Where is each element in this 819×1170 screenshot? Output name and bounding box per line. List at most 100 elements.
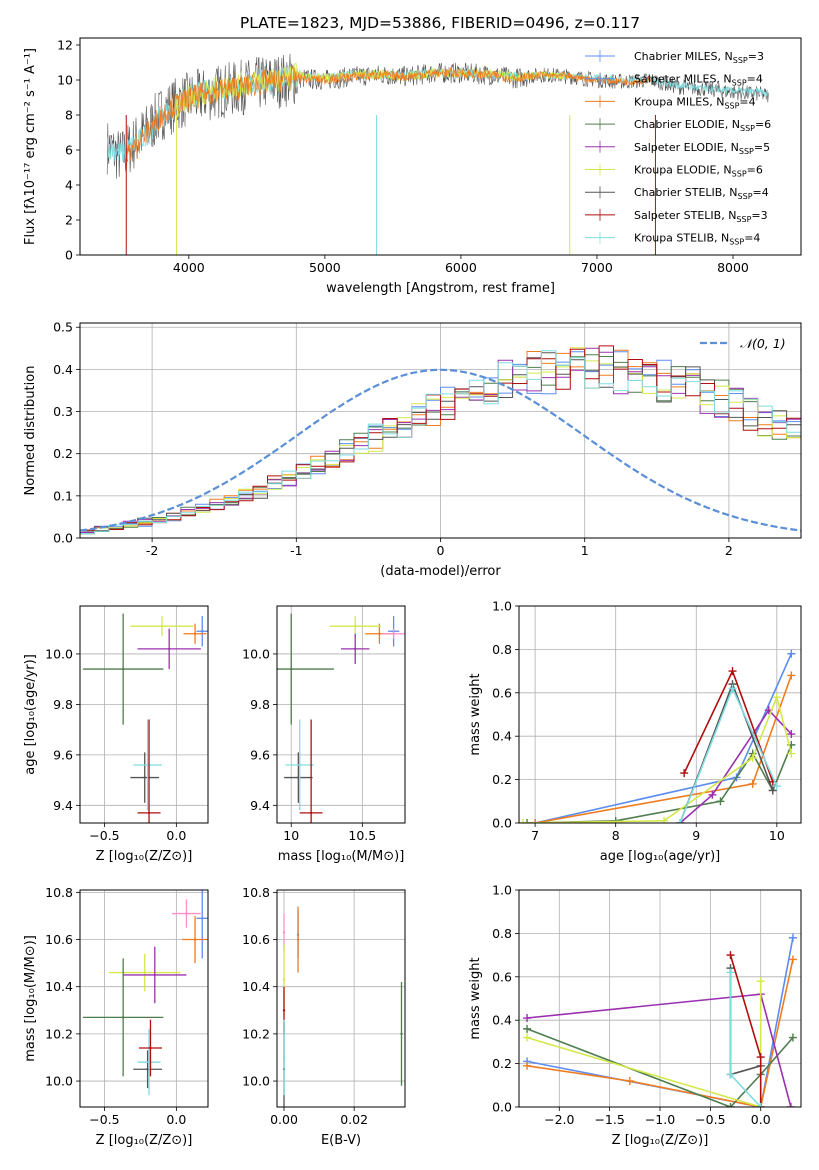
weight_vs_age-marker-chabrier_elodie <box>716 797 725 806</box>
mass_vs_z-ytick-label: 10.6 <box>45 932 73 947</box>
weight_vs_z-marker-salpeter_elodie <box>523 1014 532 1023</box>
residuals-xtick-label: 2 <box>725 543 733 558</box>
weight_vs_z-xtick-label: −2.0 <box>544 1112 574 1127</box>
mass_vs_z-point-kroupa_elodie <box>143 971 146 974</box>
legend-label-chabrier_miles: Chabrier MILES, NSSP=3 <box>634 50 764 65</box>
mass_vs_ebv-frame <box>276 889 406 1108</box>
weight_vs_age-ytick-label: 0.0 <box>492 816 512 831</box>
age_vs_z-plot-area <box>82 613 208 823</box>
weight_vs_age-frame <box>518 605 802 824</box>
spectrum-xlabel: wavelength [Angstrom, rest frame] <box>326 281 555 296</box>
age_vs_z-frame <box>79 605 209 824</box>
weight_vs_z-marker-chabrier_elodie <box>523 1024 532 1033</box>
mass_vs_z-point-chabrier_miles <box>201 917 204 920</box>
age_vs_z-ytick-label: 9.4 <box>53 798 73 813</box>
age_vs_z-point-kroupa_stelib <box>146 763 149 767</box>
residuals-ytick-label: 0.3 <box>53 404 73 419</box>
weight_vs_age-ytick-label: 0.4 <box>492 729 512 744</box>
residuals-frame <box>79 322 802 539</box>
spectrum-line-kroupa_miles <box>125 66 652 170</box>
weight_vs_z-marker-kroupa_elodie <box>756 977 765 986</box>
mass_vs_ebv-panel: 0.00 0.02 10.0 10.2 10.4 10.6 10.8 E(B-V) <box>242 885 406 1148</box>
weight_vs_age-marker-kroupa_elodie <box>787 749 796 758</box>
mass_vs_z-frame <box>79 889 209 1108</box>
spectrum-frame <box>79 37 802 256</box>
mass_vs_z-xtick-label: −0.5 <box>89 1112 119 1127</box>
mass_vs_z-ytick-label: 10.8 <box>45 885 73 900</box>
age_vs_mass-point-salpeter_elodie <box>354 647 357 651</box>
age_vs_mass-point-pink <box>392 632 395 635</box>
spectrum-xtick-label: 8000 <box>717 260 749 275</box>
spectrum-legend: Chabrier MILES, NSSP=3 Salpeter MILES, NS… <box>585 50 771 247</box>
weight_vs_z-xtick-label: −1.5 <box>594 1112 624 1127</box>
residuals-panel: -2 -1 0 1 2 0.0 0.1 0.2 0.3 0.4 0.5 (data-model)/er… <box>23 320 802 579</box>
spectrum-panel: 4000 5000 6000 7000 8000 0 2 4 6 8 10 12 wavelength … <box>23 37 802 296</box>
mass_vs_ebv-ytick-label: 10.6 <box>242 932 270 947</box>
histogram-kroupa_miles <box>80 349 801 532</box>
histogram-kroupa_elodie <box>80 347 801 532</box>
weight_vs_age-marker-kroupa_miles <box>531 819 540 823</box>
age_vs_mass-xtick-label: 10.5 <box>348 828 376 843</box>
residuals-xtick-label: 0 <box>437 543 445 558</box>
mass_vs_z-point-salpeter_stelib <box>149 1046 152 1050</box>
weight_vs_z-xtick-label: −0.5 <box>695 1112 725 1127</box>
mass_vs_z-ylabel: mass [log₁₀(M/M⊙)] <box>23 935 38 1062</box>
weight_vs_z-marker-kroupa_miles <box>625 1076 634 1085</box>
age_vs_mass-point-chabrier_elodie <box>290 667 293 671</box>
age_vs_mass-ytick-label: 10.0 <box>242 646 270 661</box>
mass_vs_z-panel: −0.5 0.0 10.0 10.2 10.4 10.6 10.8 Z [log₁₀(Z/Z⊙… <box>23 885 209 1148</box>
age_vs_mass-plot-area <box>277 613 405 823</box>
age_vs_mass-ytick-label: 9.6 <box>250 747 270 762</box>
residuals-xlabel: (data-model)/error <box>380 564 501 579</box>
weight_vs_age-marker-kroupa_elodie <box>772 693 781 702</box>
weight_vs_age-marker-chabrier_elodie <box>523 819 532 823</box>
weight_vs_z-plot-area <box>523 933 797 1107</box>
spectrum-line-kroupa_elodie <box>174 62 571 119</box>
mass_vs_ebv-point-kroupa_stelib <box>282 1056 286 1059</box>
mass_vs_z-point-pink <box>185 912 188 915</box>
weight_vs_z-marker-kroupa_miles <box>788 955 797 964</box>
gaussian-curve <box>80 368 801 532</box>
age_vs_mass-point-kroupa_elodie <box>354 624 357 628</box>
weight_vs_age-marker-salpeter_elodie <box>787 730 796 739</box>
weight_vs_z-marker-kroupa_stelib <box>756 1103 765 1107</box>
age_vs_z-point-kroupa_miles <box>193 632 197 635</box>
residuals-ytick-label: 0.2 <box>53 446 73 461</box>
age_vs_mass-frame <box>276 605 406 824</box>
spectrum-plot-area <box>106 53 769 255</box>
age_vs_mass-point-chabrier_stelib <box>297 776 300 779</box>
histogram-kroupa_stelib <box>80 350 801 535</box>
figure-title: PLATE=1823, MJD=53886, FIBERID=0496, z=0… <box>240 14 640 32</box>
spectrum-ytick-label: 0 <box>65 248 73 263</box>
weight_vs_age-marker-salpeter_stelib <box>728 667 737 676</box>
mass_vs_z-xtick-label: 0.0 <box>166 1112 186 1127</box>
weight_vs_z-marker-salpeter_stelib <box>756 1053 765 1062</box>
residuals-xtick-label: -1 <box>290 543 302 558</box>
weight_vs_age-ylabel: mass weight <box>468 673 483 755</box>
legend-label-kroupa_stelib: Kroupa STELIB, NSSP=4 <box>634 232 760 247</box>
residuals-ytick-label: 0.1 <box>53 488 73 503</box>
weight_vs_age-marker-chabrier_miles <box>787 649 796 658</box>
weight_vs_z-marker-chabrier_elodie <box>726 1103 735 1107</box>
age_vs_mass-xlabel: mass [log₁₀(M/M⊙)] <box>278 849 405 864</box>
weight_vs_age-ytick-label: 1.0 <box>492 599 512 614</box>
mass_vs_ebv-xtick-label: 0.00 <box>270 1112 298 1127</box>
weight_vs_age-plot-area <box>519 649 796 823</box>
age_vs_z-ytick-label: 10.0 <box>45 646 73 661</box>
weight_vs_z-ytick-label: 0.8 <box>492 926 512 941</box>
weight_vs_age-marker-chabrier_stelib <box>768 786 777 795</box>
age_vs_mass-point-kroupa_miles <box>378 632 381 635</box>
age_vs_mass-point-salpeter_stelib <box>309 811 313 815</box>
age_vs_z-ylabel: age [log₁₀(age/yr)] <box>23 654 38 775</box>
age_vs_z-point-chabrier_elodie <box>121 667 125 671</box>
mass_vs_z-plot-area <box>82 890 208 1096</box>
weight_vs_z-ylabel: mass weight <box>468 957 483 1039</box>
weight_vs_z-marker-chabrier_miles <box>788 933 797 942</box>
mass_vs_ebv-point-chabrier_elodie <box>400 1032 403 1036</box>
weight_vs_age-line-kroupa_stelib <box>679 686 778 823</box>
weight_vs_age-xtick-label: 7 <box>531 828 539 843</box>
age_vs_mass-panel: 10 10.5 9.4 9.6 9.8 10.0 mass [log₁₀(M/M⊙)] <box>242 605 406 864</box>
weight_vs_age-marker-kroupa_elodie <box>519 819 528 823</box>
mass_vs_ebv-xlabel: E(B-V) <box>321 1133 361 1148</box>
